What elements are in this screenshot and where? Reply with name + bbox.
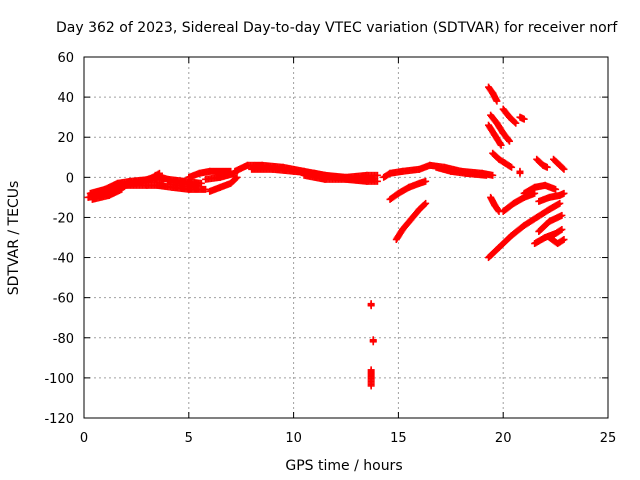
x-tick-label: 15 <box>390 431 407 446</box>
y-tick-label: -100 <box>44 372 74 387</box>
data-point <box>422 199 430 207</box>
data-point <box>506 163 514 171</box>
data-point <box>512 119 520 127</box>
data-point <box>559 236 567 244</box>
data-point <box>369 336 377 344</box>
data-point <box>557 226 565 234</box>
data-markers <box>84 83 568 390</box>
y-tick-label: -40 <box>53 252 74 267</box>
data-track <box>535 211 566 235</box>
data-point <box>558 225 566 233</box>
data-track <box>386 177 430 203</box>
data-point <box>556 199 564 207</box>
x-axis-label: GPS time / hours <box>285 458 402 474</box>
data-track <box>545 234 568 248</box>
y-tick-label: -120 <box>44 412 74 427</box>
x-tick-label: 10 <box>285 431 302 446</box>
data-track <box>485 199 564 262</box>
plot-frame <box>83 56 609 419</box>
data-track <box>392 199 430 244</box>
y-tick-label: 20 <box>57 131 74 146</box>
y-tick-label: 60 <box>57 51 74 66</box>
y-tick-label: -20 <box>53 211 74 226</box>
data-point <box>560 189 568 197</box>
data-point <box>421 200 429 208</box>
data-track <box>489 149 516 171</box>
data-point <box>493 97 501 105</box>
data-point <box>367 382 375 390</box>
data-track <box>520 181 560 197</box>
y-tick-label: 40 <box>57 91 74 106</box>
y-tick-label: 0 <box>66 171 74 186</box>
data-track <box>300 171 381 185</box>
data-track <box>369 336 377 346</box>
data-track <box>499 105 520 127</box>
data-point <box>373 177 381 185</box>
x-tick-label: 0 <box>80 431 88 446</box>
data-track <box>432 163 490 179</box>
y-axis-label: SDTVAR / TECUs <box>6 181 22 296</box>
data-track <box>367 300 375 310</box>
data-track <box>550 155 568 173</box>
data-point <box>508 163 516 171</box>
data-point <box>505 136 513 144</box>
data-track <box>485 83 501 105</box>
data-point <box>531 189 539 197</box>
data-point <box>367 300 375 308</box>
data-point <box>560 236 568 244</box>
data-track <box>202 169 239 183</box>
data-point <box>505 137 513 145</box>
data-track <box>516 113 528 123</box>
data-point <box>202 185 210 193</box>
data-point <box>520 115 528 123</box>
data-point <box>494 206 502 214</box>
data-track <box>485 121 505 149</box>
data-point <box>516 169 524 177</box>
data-track <box>164 177 201 189</box>
data-track <box>367 366 375 390</box>
data-point <box>197 179 205 187</box>
data-track <box>88 185 126 203</box>
data-point <box>511 118 519 126</box>
data-point <box>560 165 568 173</box>
data-point <box>558 211 566 219</box>
x-tick-label: 5 <box>185 431 193 446</box>
x-tick-label: 25 <box>600 431 617 446</box>
data-track <box>516 167 524 177</box>
data-track <box>206 173 241 195</box>
data-track <box>153 181 210 193</box>
data-point <box>497 141 505 149</box>
data-point <box>373 171 381 179</box>
data-point <box>232 174 240 182</box>
x-tick-label: 20 <box>495 431 512 446</box>
y-tick-label: -60 <box>53 292 74 307</box>
data-point <box>489 171 497 179</box>
chart-title: Day 362 of 2023, Sidereal Day-to-day VTE… <box>56 20 618 36</box>
data-point <box>543 163 551 171</box>
data-track <box>487 193 503 215</box>
data-point <box>559 164 567 172</box>
data-track <box>487 111 513 145</box>
data-point <box>422 177 430 185</box>
data-point <box>193 181 201 189</box>
y-tick-label: -80 <box>53 332 74 347</box>
data-point <box>552 185 560 193</box>
data-track <box>535 189 568 205</box>
data-track <box>533 155 551 171</box>
data-point <box>233 173 241 181</box>
data-point <box>482 171 490 179</box>
data-track <box>499 189 539 215</box>
